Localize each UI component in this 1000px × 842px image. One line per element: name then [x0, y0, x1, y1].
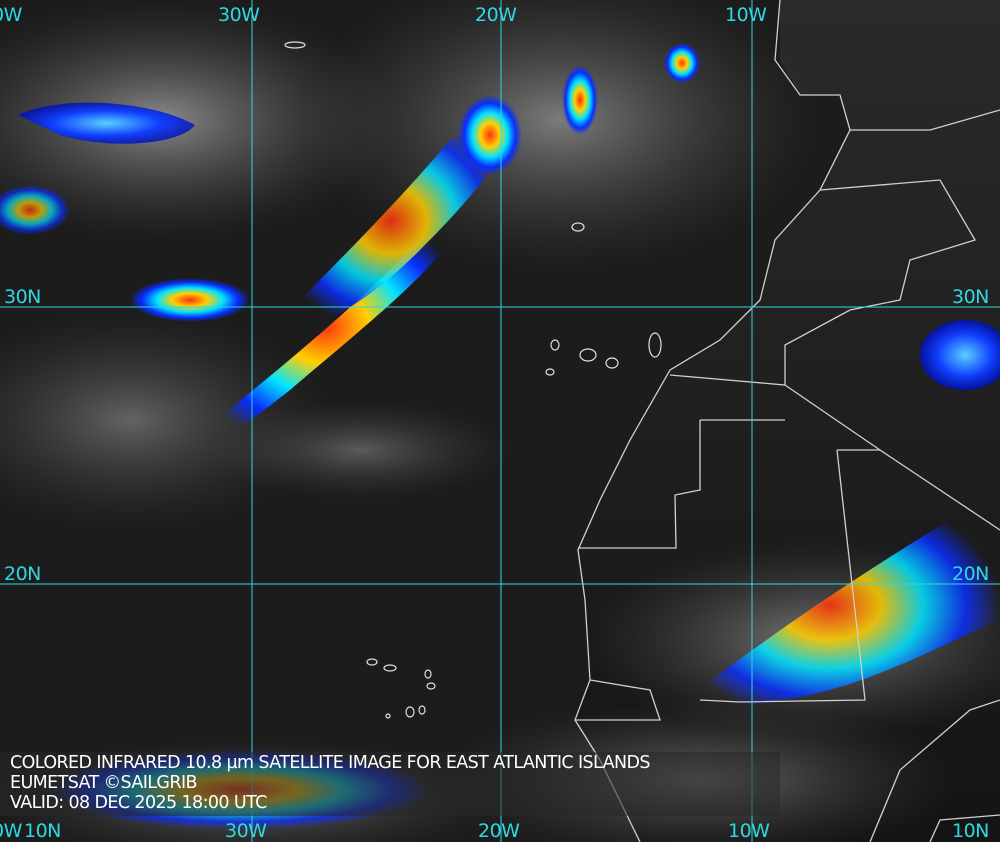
lon-label-top: 20W	[475, 4, 517, 26]
lat-label-right: 10N	[952, 820, 989, 842]
storm-cell	[0, 185, 70, 235]
storm-cell	[458, 95, 522, 175]
lon-label-top: 0W	[0, 4, 22, 26]
image-title: COLORED INFRARED 10.8 µm SATELLITE IMAGE…	[10, 753, 650, 773]
lon-label-bottom: 20W	[478, 820, 520, 842]
cloud-field	[210, 400, 510, 500]
valid-time: VALID: 08 DEC 2025 18:00 UTC	[10, 793, 267, 813]
lon-label-bottom: 10W	[728, 820, 770, 842]
lon-label-top: 30W	[218, 4, 260, 26]
lat-label-left: 20N	[4, 563, 41, 585]
lat-label-left: 30N	[4, 286, 41, 308]
islands	[284, 41, 662, 719]
cloud-field	[0, 0, 400, 240]
lon-label-bottom: 0W	[0, 820, 22, 842]
lat-label-right: 20N	[952, 563, 989, 585]
lon-label-top: 10W	[725, 4, 767, 26]
storm-cell	[562, 65, 598, 135]
convective-band	[660, 490, 1000, 721]
lat-label-left: 10N	[24, 820, 61, 842]
lat-label-right: 30N	[952, 286, 989, 308]
storm-cell	[130, 278, 250, 322]
cold-cloud-top	[18, 102, 195, 144]
lon-label-bottom: 30W	[225, 820, 267, 842]
image-source: EUMETSAT ©SAILGRIB	[10, 773, 198, 793]
storm-cell	[664, 43, 700, 83]
convective-band	[270, 110, 512, 332]
coastlines	[574, 0, 1000, 842]
cold-cloud-top	[920, 320, 1000, 390]
caption-box	[0, 752, 780, 816]
